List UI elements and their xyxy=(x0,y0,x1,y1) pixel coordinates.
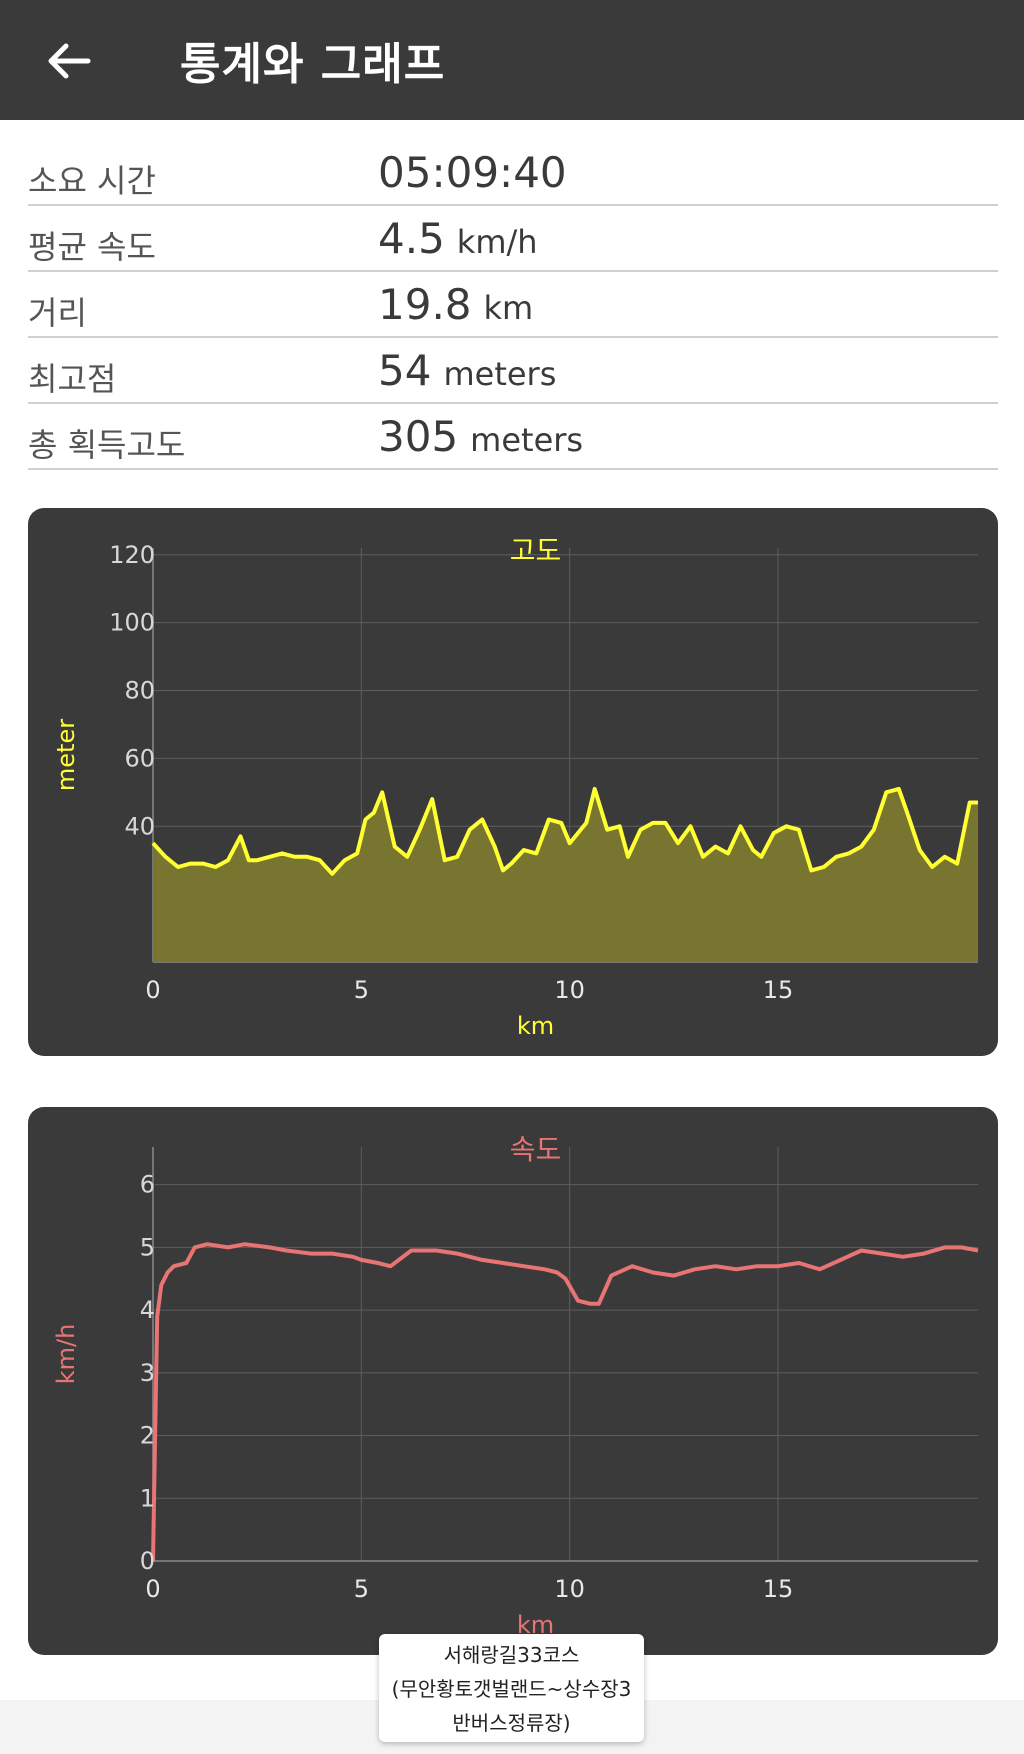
stat-value: 19.8 xyxy=(378,280,472,329)
chart-grid xyxy=(152,548,978,962)
app-bar: 통계와 그래프 xyxy=(0,0,1024,120)
y-tick-label: 6 xyxy=(140,1171,155,1199)
route-name-label: 서해랑길33코스 (무안황토갯벌랜드~상수장3 반버스정류장) xyxy=(391,1643,632,1735)
chart-title: 고도 xyxy=(510,534,562,567)
x-tick-label: 10 xyxy=(554,1575,585,1603)
arrow-left-icon xyxy=(48,43,91,79)
chart-title: 속도 xyxy=(510,1133,562,1166)
speed-chart-card[interactable]: 0 5 10 15 0 1 2 3 4 5 6 속도 km km/h xyxy=(28,1107,998,1655)
y-tick-label: 2 xyxy=(140,1422,155,1450)
x-axis-label: km xyxy=(517,1012,554,1040)
back-button[interactable] xyxy=(40,36,96,86)
stat-unit: km xyxy=(483,289,534,327)
altitude-chart-card[interactable]: 0 5 10 15 40 60 80 100 120 고도 km meter xyxy=(28,508,998,1056)
x-tick-label: 0 xyxy=(145,976,160,1004)
stat-unit: meters xyxy=(443,355,557,393)
stat-label: 최고점 xyxy=(28,360,117,398)
y-tick-label: 100 xyxy=(109,609,155,637)
x-tick-label: 10 xyxy=(554,976,585,1004)
altitude-area-fill xyxy=(153,788,978,962)
stat-row-max-altitude: 최고점 54 meters xyxy=(28,338,998,404)
stat-value: 05:09:40 xyxy=(378,148,567,197)
x-tick-label: 5 xyxy=(354,976,369,1004)
stat-unit: meters xyxy=(470,421,584,459)
x-tick-label: 15 xyxy=(763,1575,794,1603)
y-tick-label: 3 xyxy=(140,1359,155,1387)
stat-unit: km/h xyxy=(456,223,538,261)
tick-labels: 0 5 10 15 0 1 2 3 4 5 6 xyxy=(140,1171,794,1603)
y-tick-label: 0 xyxy=(140,1547,155,1575)
x-tick-label: 0 xyxy=(145,1575,160,1603)
y-tick-label: 80 xyxy=(124,677,155,705)
y-axis-label: meter xyxy=(52,719,80,791)
stat-label: 총 획득고도 xyxy=(28,426,186,464)
stat-row-total-ascent: 총 획득고도 305 meters xyxy=(28,404,998,470)
stat-value: 4.5 xyxy=(378,214,445,263)
y-tick-label: 1 xyxy=(140,1484,155,1512)
altitude-chart[interactable]: 0 5 10 15 40 60 80 100 120 고도 km meter xyxy=(28,508,998,1056)
y-tick-label: 120 xyxy=(109,541,155,569)
y-tick-label: 5 xyxy=(140,1233,155,1261)
stat-value: 305 xyxy=(378,412,459,461)
x-tick-label: 5 xyxy=(354,1575,369,1603)
speed-line xyxy=(151,1242,979,1562)
stats-list: 소요 시간 05:09:40 평균 속도 4.5 km/h 거리 19.8 km… xyxy=(28,140,998,470)
route-name-tooltip: 서해랑길33코스 (무안황토갯벌랜드~상수장3 반버스정류장) xyxy=(379,1634,644,1742)
y-axis-label: km/h xyxy=(52,1324,80,1385)
stat-label: 소요 시간 xyxy=(28,162,156,200)
y-tick-label: 40 xyxy=(124,812,155,840)
stat-label: 평균 속도 xyxy=(28,228,156,266)
stat-value: 54 xyxy=(378,346,432,395)
page-title: 통계와 그래프 xyxy=(180,39,446,90)
y-tick-label: 4 xyxy=(140,1296,155,1324)
stat-label: 거리 xyxy=(28,294,87,332)
stat-row-avg-speed: 평균 속도 4.5 km/h xyxy=(28,206,998,272)
tick-labels: 0 5 10 15 40 60 80 100 120 xyxy=(109,541,793,1004)
altitude-line xyxy=(151,786,978,876)
stat-row-distance: 거리 19.8 km xyxy=(28,272,998,338)
chart-grid xyxy=(152,1147,978,1562)
x-tick-label: 15 xyxy=(763,976,794,1004)
stat-row-duration: 소요 시간 05:09:40 xyxy=(28,140,998,206)
y-tick-label: 60 xyxy=(124,744,155,772)
